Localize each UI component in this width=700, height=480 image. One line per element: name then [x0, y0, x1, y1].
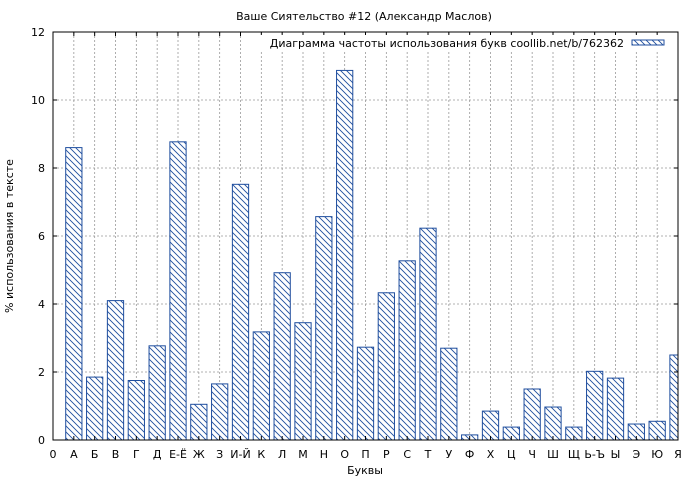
x-tick-label: Э — [632, 448, 640, 461]
x-tick-label: Ш — [547, 448, 559, 461]
x-tick-label: Ф — [465, 448, 474, 461]
x-tick-label: Н — [320, 448, 328, 461]
y-tick-label: 4 — [38, 298, 45, 311]
y-tick-label: 8 — [38, 162, 45, 175]
x-tick-label: Ц — [507, 448, 516, 461]
bar-1 — [65, 147, 83, 441]
bar-14 — [336, 69, 354, 441]
y-tick-label: 0 — [38, 434, 45, 447]
bar-21 — [481, 410, 500, 441]
bar-15 — [356, 346, 375, 441]
x-tick-label: Л — [278, 448, 286, 461]
chart-title: Ваше Сиятельство #12 (Александр Маслов) — [236, 10, 492, 23]
x-tick-label: Щ — [568, 448, 580, 461]
bar-7 — [190, 403, 208, 441]
bar-19 — [440, 347, 458, 441]
x-tick-label: Д — [153, 448, 162, 461]
x-tick-label: Ю — [651, 448, 663, 461]
x-tick-label: Ч — [528, 448, 536, 461]
legend-swatch — [631, 39, 665, 46]
x-tick-label: У — [445, 448, 452, 461]
bar-23 — [523, 388, 541, 441]
y-tick-label: 12 — [31, 26, 45, 39]
legend-label: Диаграмма частоты использования букв coo… — [270, 37, 624, 50]
x-tick-label: И-Й — [230, 448, 250, 461]
bar-5 — [148, 345, 166, 441]
bar-8 — [211, 383, 229, 441]
x-tick-label: Х — [487, 448, 495, 461]
x-tick-label: Б — [91, 448, 99, 461]
x-tick-label: Г — [133, 448, 140, 461]
x-tick-label: Ы — [611, 448, 621, 461]
x-tick-label: Я — [674, 448, 682, 461]
x-tick-label: В — [112, 448, 120, 461]
legend-background — [241, 35, 675, 51]
bar-3 — [106, 300, 125, 441]
y-tick-label: 2 — [38, 366, 45, 379]
x-tick-label: Т — [424, 448, 432, 461]
x-axis-label: Буквы — [347, 464, 383, 477]
bars — [65, 69, 679, 441]
bar-24 — [544, 406, 562, 441]
x-tick-label: П — [361, 448, 369, 461]
x-tick-label: Ь-Ъ — [584, 448, 605, 461]
bar-27 — [606, 377, 625, 441]
x-origin-label: 0 — [50, 448, 57, 461]
y-tick-label: 10 — [31, 94, 45, 107]
x-tick-label: Ж — [193, 448, 205, 461]
bar-26 — [586, 370, 604, 441]
bar-16 — [377, 292, 395, 441]
x-tick-label: О — [340, 448, 349, 461]
x-tick-label: К — [257, 448, 265, 461]
x-tick-label: С — [403, 448, 411, 461]
bar-10 — [252, 331, 270, 441]
x-tick-label: Е-Ё — [169, 448, 187, 461]
bar-9 — [231, 183, 250, 441]
bar-11 — [273, 272, 291, 441]
bar-2 — [86, 376, 104, 441]
legend: Диаграмма частоты использования букв coo… — [241, 35, 675, 51]
bar-4 — [127, 380, 145, 441]
x-tick-label: З — [216, 448, 223, 461]
y-tick-label: 6 — [38, 230, 45, 243]
x-tick-label: Р — [383, 448, 390, 461]
bar-17 — [398, 260, 416, 441]
bar-6 — [169, 141, 187, 441]
y-axis-label: % использования в тексте — [3, 159, 16, 313]
bar-13 — [315, 216, 333, 441]
bar-18 — [419, 227, 437, 441]
x-tick-label: А — [70, 448, 78, 461]
bar-30 — [669, 354, 679, 441]
x-tick-label: М — [298, 448, 308, 461]
bar-12 — [294, 322, 312, 441]
